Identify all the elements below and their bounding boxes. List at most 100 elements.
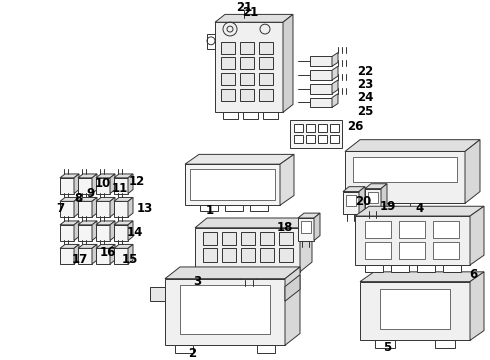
Polygon shape [470,206,484,265]
Polygon shape [74,197,79,217]
Bar [240,42,254,54]
Polygon shape [96,225,110,240]
Bar [433,243,459,259]
Bar [385,203,410,210]
Bar [222,232,236,246]
Polygon shape [465,140,480,203]
Polygon shape [96,201,110,217]
Polygon shape [185,154,294,164]
Polygon shape [298,218,314,240]
Bar [279,248,293,262]
Bar [318,135,327,143]
Polygon shape [60,244,79,248]
Bar [223,112,238,119]
Polygon shape [215,22,283,112]
Bar [221,89,235,100]
Bar [443,265,461,272]
Polygon shape [96,244,115,248]
Text: 14: 14 [127,226,143,239]
Bar [243,112,258,119]
Bar [433,221,459,238]
Bar [225,205,243,211]
Polygon shape [78,244,97,248]
Text: 25: 25 [357,105,373,118]
Polygon shape [128,197,133,217]
Bar [221,42,235,54]
Polygon shape [345,152,465,203]
Bar [306,124,315,132]
Bar [318,124,327,132]
Text: 9: 9 [86,187,94,200]
Bar [260,232,274,246]
Polygon shape [114,178,128,194]
Polygon shape [128,221,133,240]
Bar [365,243,391,259]
Polygon shape [332,66,338,80]
Polygon shape [60,248,74,264]
Polygon shape [332,53,338,66]
Polygon shape [314,213,320,240]
Text: 20: 20 [355,195,371,208]
Text: 19: 19 [380,200,396,213]
Polygon shape [78,197,97,201]
Polygon shape [74,221,79,240]
Polygon shape [365,189,381,211]
Polygon shape [78,178,92,194]
Bar [399,221,425,238]
Bar [259,73,273,85]
Bar [391,265,409,272]
Polygon shape [185,164,280,205]
Text: 5: 5 [383,341,391,354]
Text: 1: 1 [206,204,214,217]
Text: 21: 21 [236,1,252,14]
Polygon shape [92,244,97,264]
Polygon shape [381,184,387,211]
Bar [222,248,236,262]
Bar [221,58,235,69]
Bar [365,221,391,238]
Bar [353,157,457,182]
Text: 16: 16 [100,246,116,259]
Polygon shape [285,275,300,301]
Polygon shape [110,221,115,240]
Polygon shape [114,244,133,248]
Polygon shape [110,244,115,264]
Polygon shape [60,225,74,240]
Bar [221,73,235,85]
Text: 11: 11 [112,182,128,195]
Text: 21: 21 [242,6,258,19]
Polygon shape [355,206,484,216]
Polygon shape [195,218,312,228]
Text: 17: 17 [72,253,88,266]
Polygon shape [74,174,79,194]
Polygon shape [332,94,338,107]
Polygon shape [150,287,165,301]
Polygon shape [114,225,128,240]
Polygon shape [365,184,387,189]
Polygon shape [60,221,79,225]
Bar [294,135,303,143]
Text: 15: 15 [122,253,138,266]
Bar [203,248,217,262]
Bar [380,289,450,329]
Text: 22: 22 [357,65,373,78]
Polygon shape [110,174,115,194]
Polygon shape [92,221,97,240]
Text: 8: 8 [74,192,82,205]
Polygon shape [114,221,133,225]
Polygon shape [92,197,97,217]
Bar [279,232,293,246]
Text: 26: 26 [347,121,363,134]
Polygon shape [92,174,97,194]
Text: 6: 6 [469,268,477,281]
Polygon shape [360,282,470,340]
Polygon shape [165,267,300,279]
Polygon shape [114,174,133,178]
Bar [301,221,311,233]
Polygon shape [60,197,79,201]
Text: 23: 23 [357,78,373,91]
Polygon shape [78,201,92,217]
Text: 2: 2 [188,347,196,360]
Polygon shape [60,174,79,178]
Text: 24: 24 [357,91,373,104]
